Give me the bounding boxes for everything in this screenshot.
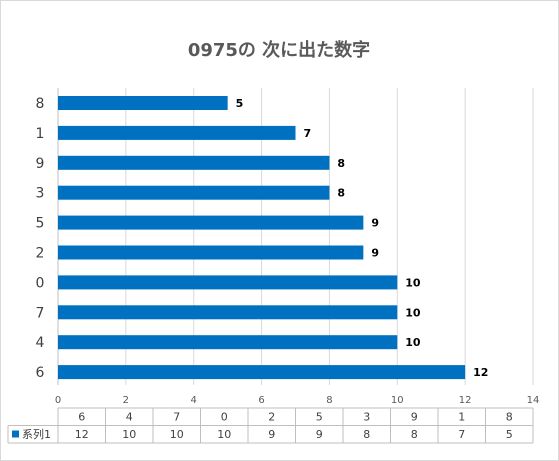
category-label-7: 7 xyxy=(36,305,45,321)
category-label-6: 6 xyxy=(36,365,45,381)
table-header-0: 0 xyxy=(221,411,228,424)
bar-layer: 8 5 1 7 9 8 3 8 5 9 2 9 0 10 7 10 4 10 6 12 xyxy=(36,96,488,381)
table-value-2: 9 xyxy=(268,428,275,441)
bar-5 xyxy=(58,215,364,230)
data-label-2: 9 xyxy=(371,247,379,260)
table-value-6: 12 xyxy=(75,428,89,441)
bar-8 xyxy=(58,96,228,110)
table-header-9: 9 xyxy=(411,411,418,424)
table-value-3: 8 xyxy=(363,428,370,441)
table-header-5: 5 xyxy=(316,411,323,424)
category-label-5: 5 xyxy=(36,216,45,232)
category-label-9: 9 xyxy=(36,156,45,172)
category-label-2: 2 xyxy=(36,246,45,262)
legend-key-icon xyxy=(12,430,19,438)
bar-7 xyxy=(58,305,398,320)
bar-6 xyxy=(58,365,466,380)
table-series-label: 系列1 xyxy=(22,427,51,441)
table-header-6: 6 xyxy=(78,411,85,424)
data-label-8: 5 xyxy=(236,97,244,110)
x-tick-0: 0 xyxy=(55,395,61,406)
table-value-7: 10 xyxy=(170,428,184,441)
x-tick-14: 14 xyxy=(527,395,540,406)
data-label-5: 9 xyxy=(371,217,379,230)
category-label-3: 3 xyxy=(36,186,45,202)
data-label-7: 10 xyxy=(405,306,421,319)
bar-4 xyxy=(58,335,398,350)
category-label-8: 8 xyxy=(36,96,45,112)
table-value-0: 10 xyxy=(217,428,231,441)
bar-9 xyxy=(58,155,330,170)
bar-0 xyxy=(58,275,398,290)
data-label-1: 7 xyxy=(304,127,312,140)
category-label-1: 1 xyxy=(36,126,45,142)
bar-2 xyxy=(58,245,364,260)
table-header-3: 3 xyxy=(363,411,370,424)
data-label-0: 10 xyxy=(405,276,421,289)
table-value-4: 10 xyxy=(122,428,136,441)
category-label-4: 4 xyxy=(36,335,45,351)
table-value-5: 9 xyxy=(316,428,323,441)
table-header-2: 2 xyxy=(268,411,275,424)
data-label-6: 12 xyxy=(473,366,488,379)
table-value-8: 5 xyxy=(506,428,513,441)
x-tick-12: 12 xyxy=(459,395,472,406)
table-header-7: 7 xyxy=(173,411,180,424)
x-tick-4: 4 xyxy=(191,395,197,406)
data-label-4: 10 xyxy=(405,336,421,349)
bar-3 xyxy=(58,185,330,200)
bar-1 xyxy=(58,125,296,140)
table-header-4: 4 xyxy=(126,411,133,424)
data-label-3: 8 xyxy=(337,187,345,200)
x-tick-6: 6 xyxy=(258,395,264,406)
data-label-9: 8 xyxy=(337,157,345,170)
table-header-1: 1 xyxy=(458,411,465,424)
category-label-0: 0 xyxy=(36,275,45,291)
table-value-1: 7 xyxy=(458,428,465,441)
chart-title: 0975の 次に出た数字 xyxy=(188,39,370,61)
x-tick-2: 2 xyxy=(123,395,129,406)
table-header-8: 8 xyxy=(506,411,513,424)
x-tick-8: 8 xyxy=(326,395,332,406)
table-value-9: 8 xyxy=(411,428,418,441)
x-tick-10: 10 xyxy=(391,395,404,406)
